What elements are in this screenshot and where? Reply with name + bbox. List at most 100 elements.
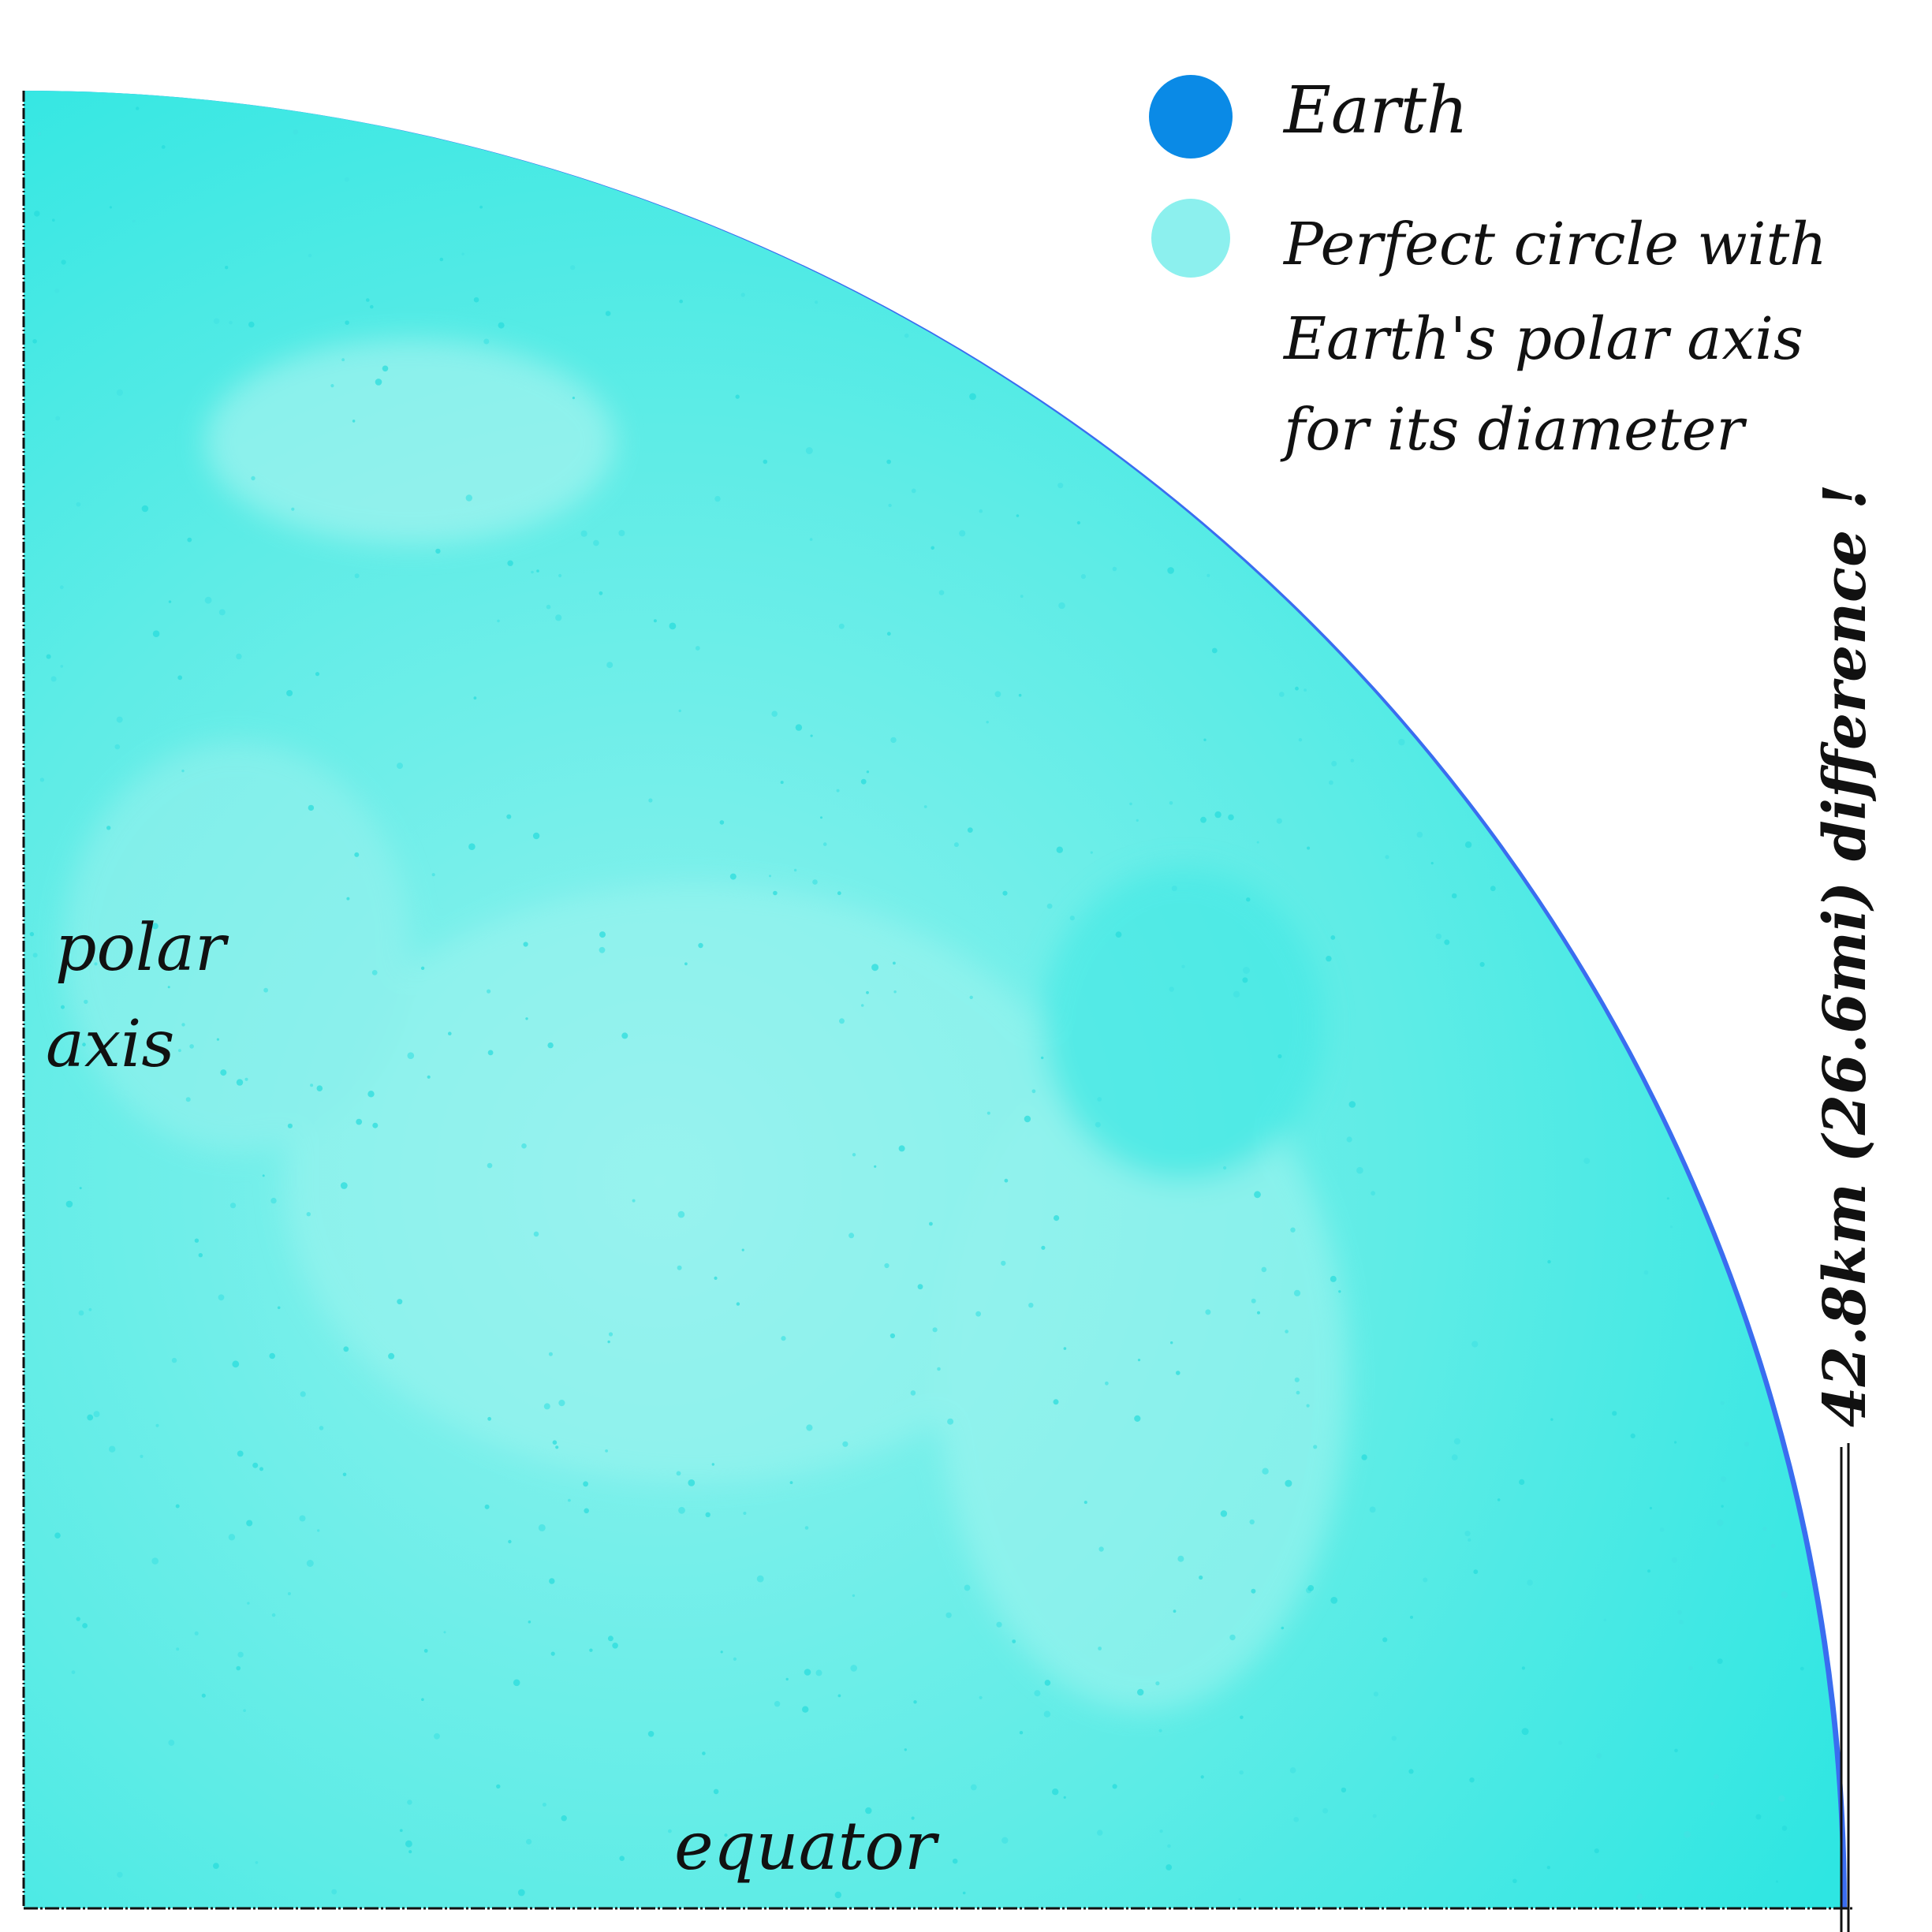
speckle-dot: [151, 1557, 159, 1565]
speckle-dot: [959, 530, 966, 537]
speckle-dot: [306, 1212, 311, 1217]
speckle-dot: [1083, 1501, 1087, 1505]
speckle-dot: [834, 1891, 842, 1899]
speckle-dot: [1373, 1691, 1378, 1697]
speckle-dot: [315, 672, 320, 677]
watercolor-texture: [63, 339, 1348, 1711]
speckle-dot: [703, 1837, 710, 1844]
speckle-dot: [1338, 1290, 1341, 1293]
speckle-dot: [1473, 1569, 1479, 1575]
speckle-dot: [46, 654, 51, 659]
speckle-dot: [719, 820, 725, 825]
speckle-dot: [1671, 1557, 1677, 1563]
speckle-dot: [975, 1311, 981, 1317]
speckle-dot: [1304, 688, 1307, 692]
speckle-dot: [1330, 935, 1336, 940]
speckle-dot: [1031, 1089, 1036, 1094]
speckle-dot: [1603, 1618, 1607, 1622]
speckle-dot: [1097, 1829, 1103, 1836]
speckle-dot: [568, 1498, 571, 1502]
speckle-dot: [619, 1856, 625, 1861]
speckle-dot: [608, 1332, 614, 1337]
difference-label: 42.8km (26.6mi) difference !: [1811, 484, 1879, 1427]
speckle-dot: [434, 1732, 440, 1740]
speckle-dot: [117, 1871, 123, 1878]
speckle-dot: [812, 879, 818, 885]
speckle-dot: [78, 1310, 84, 1316]
speckle-dot: [34, 211, 40, 217]
speckle-dot: [1044, 1680, 1051, 1686]
speckle-dot: [780, 781, 784, 785]
speckle-dot: [839, 1018, 845, 1024]
speckle-dot: [969, 995, 973, 1000]
speckle-dot: [1717, 1519, 1724, 1527]
speckle-dot: [1098, 1647, 1102, 1650]
speckle-dot: [996, 1621, 1002, 1628]
speckle-dot: [865, 1807, 872, 1815]
speckle-dot: [561, 1815, 567, 1822]
speckle-dot: [1028, 1303, 1034, 1308]
speckle-dot: [483, 338, 490, 345]
speckle-dot: [218, 1294, 225, 1301]
speckle-dot: [1012, 1639, 1016, 1643]
speckle-dot: [677, 1210, 685, 1218]
speckle-dot: [890, 1333, 895, 1339]
speckle-dot: [1243, 967, 1250, 974]
speckle-dot: [1298, 738, 1303, 742]
speckle-dot: [1372, 1814, 1377, 1818]
difference-bracket: [1840, 1443, 1850, 1932]
speckle-dot: [252, 1462, 259, 1468]
speckle-dot: [187, 537, 192, 543]
speckle-dot: [736, 1302, 740, 1306]
speckle-dot: [838, 623, 845, 629]
speckle-dot: [55, 416, 61, 421]
speckle-dot: [88, 1307, 92, 1311]
speckle-dot: [1519, 1479, 1525, 1485]
speckle-dot: [171, 1357, 177, 1363]
speckle-dot: [1688, 1665, 1693, 1671]
speckle-dot: [793, 868, 797, 872]
speckle-dot: [1043, 1710, 1051, 1718]
speckle-dot: [76, 502, 81, 507]
speckle-dot: [38, 132, 42, 136]
speckle-dot: [1069, 916, 1075, 921]
speckle-dot: [1410, 1615, 1413, 1619]
speckle-dot: [769, 875, 771, 878]
speckle-dot: [904, 1748, 908, 1751]
speckle-dot: [771, 711, 778, 717]
speckle-dot: [713, 1788, 719, 1795]
speckle-dot: [860, 778, 867, 785]
speckle-dot: [937, 1367, 941, 1371]
speckle-dot: [1453, 1438, 1460, 1445]
speckle-dot: [1056, 846, 1064, 853]
speckle-dot: [1710, 1802, 1714, 1806]
speckle-dot: [1251, 1298, 1256, 1304]
speckle-dot: [1550, 1418, 1553, 1421]
speckle-dot: [216, 1038, 219, 1041]
speckle-dot: [155, 1423, 159, 1427]
speckle-dot: [448, 1031, 452, 1035]
speckle-dot: [198, 1253, 203, 1258]
speckle-dot: [1669, 1225, 1673, 1229]
speckle-dot: [1521, 1666, 1525, 1670]
speckle-dot: [705, 1512, 711, 1518]
speckle-dot: [94, 962, 98, 966]
speckle-dot: [1330, 1275, 1337, 1282]
speckle-dot: [431, 873, 435, 877]
speckle-dot: [1471, 1341, 1479, 1348]
speckle-dot: [468, 843, 476, 850]
speckle-dot: [994, 691, 1001, 698]
speckle-dot: [1330, 1597, 1338, 1604]
speckle-dot: [1053, 1399, 1059, 1405]
speckle-dot: [52, 218, 55, 222]
speckle-dot: [1356, 1166, 1363, 1174]
speckle-dot: [421, 1698, 424, 1701]
speckle-dot: [84, 999, 88, 1005]
speckle-dot: [341, 358, 345, 362]
speckle-dot: [1781, 1826, 1788, 1831]
speckle-dot: [194, 1238, 200, 1243]
speckle-dot: [346, 897, 350, 901]
speckle-dot: [1329, 780, 1333, 785]
speckle-dot: [964, 1584, 971, 1591]
speckle-dot: [140, 1454, 144, 1458]
